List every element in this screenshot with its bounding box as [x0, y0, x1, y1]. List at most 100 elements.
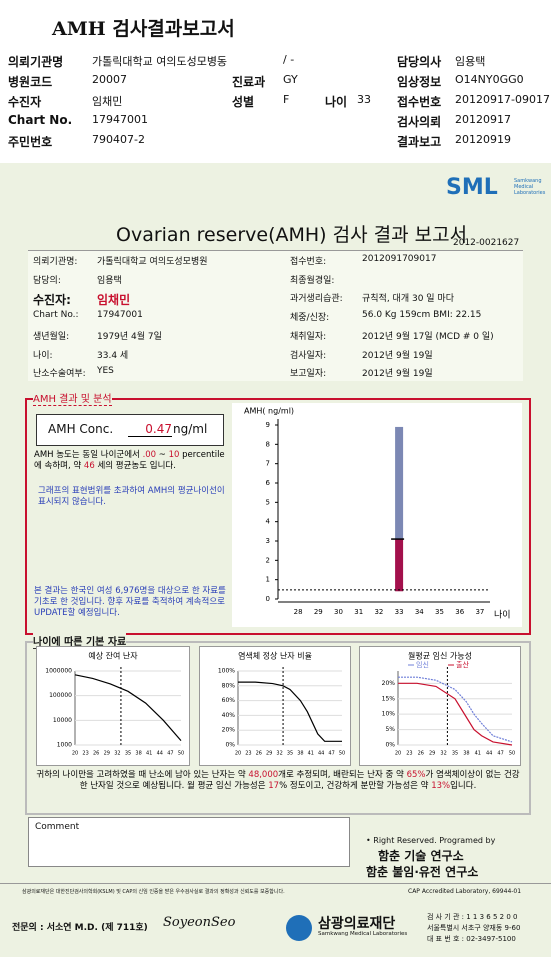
comment-label: Comment: [35, 822, 80, 832]
field-value: 가톨릭대학교 여의도성모병동: [92, 55, 228, 68]
amh-para2: 그래프의 표현범위를 초과하여 AMH의 평균나이선이 표시되지 않습니다.: [38, 486, 225, 507]
info-label: 접수번호:: [290, 257, 327, 267]
info-label: 난소수술여부:: [33, 369, 86, 380]
y-axis-label: AMH( ng/ml): [244, 407, 294, 416]
info-label: Chart No.:: [33, 310, 79, 321]
info-label: 수진자:: [33, 293, 71, 308]
series-line: [398, 682, 513, 746]
signature: SoyeonSeo: [163, 915, 236, 930]
x-tick-label: 28: [294, 608, 303, 616]
info-value: 17947001: [97, 310, 143, 321]
field-label: 임상정보: [397, 75, 442, 89]
x-tick-label: 32: [276, 751, 282, 757]
value: .00: [142, 450, 157, 460]
info-label: 검사일자:: [290, 350, 327, 361]
info-label: 담당의:: [33, 275, 61, 286]
y-tick-label: 5%: [385, 726, 395, 733]
series-line: [238, 681, 342, 742]
x-tick-label: 35: [287, 751, 293, 757]
info-value: 가톨릭대학교 여의도성모병원: [97, 257, 208, 267]
info-label: 생년월일:: [33, 331, 70, 342]
x-tick-label: 20: [395, 751, 401, 757]
conc-unit: ng/ml: [173, 422, 208, 436]
info-value: 임용택: [97, 275, 122, 286]
x-tick-label: 20: [72, 751, 78, 757]
x-tick-label: 23: [406, 751, 412, 757]
y-tick-label: 0%: [385, 742, 395, 749]
info-value: YES: [97, 366, 114, 377]
field-label: Chart No.: [8, 113, 73, 127]
footer-note: 삼광의료재단은 대한진단검사의학회(KSLM) 및 CAP의 신임 인증을 받은…: [22, 889, 285, 895]
conc-value: 0.47: [128, 422, 172, 437]
y-tick-label: 8: [266, 440, 270, 448]
info-value: 2012년 9월 17일 (MCD # 0 일): [362, 331, 494, 342]
y-tick-label: 100%: [218, 668, 235, 675]
field-value: 33: [357, 93, 371, 106]
logo-sub: Samkwang Medical Laboratories: [514, 178, 546, 196]
report-title: Ovarian reserve(AMH) 검사 결과 보고서: [116, 224, 468, 246]
x-tick-label: 29: [104, 751, 110, 757]
x-tick-label: 37: [475, 608, 484, 616]
amh-box: [25, 398, 531, 635]
field-label: 접수번호: [397, 95, 442, 109]
field-value: 17947001: [92, 113, 148, 126]
credit: 함춘 기술 연구소: [378, 849, 464, 863]
x-tick-label: 33: [395, 608, 404, 616]
field-label: 결과보고: [397, 135, 442, 149]
x-tick-label: 35: [435, 608, 444, 616]
field-value: 임채민: [92, 95, 123, 108]
text: % 정도이고, 건강하게 분만할 가능성은 약: [279, 781, 429, 791]
x-tick-label: 26: [418, 751, 424, 757]
x-tick-label: 47: [497, 751, 503, 757]
field-label: 성별: [232, 95, 255, 109]
x-tick-label: 30: [334, 608, 343, 616]
amh-para3: 본 결과는 한국인 여성 6,976명을 대상으로 한 자료를 기초로 한 것입…: [34, 586, 226, 618]
series-line: [398, 676, 513, 743]
x-tick-label: 44: [157, 751, 163, 757]
field-value: 20120917-09017: [455, 93, 550, 106]
amh-section-title: AMH 결과 및 분석: [33, 390, 112, 406]
x-tick-label: 44: [486, 751, 492, 757]
y-tick-label: 6: [266, 479, 271, 487]
text: 입니다.: [450, 781, 477, 791]
x-tick-label: 29: [314, 608, 323, 616]
x-tick-label: 50: [178, 751, 184, 757]
x-tick-label: 44: [318, 751, 324, 757]
conc-box: [36, 414, 224, 446]
credit: 함춘 불임·유전 연구소: [366, 865, 479, 879]
x-tick-label: 47: [328, 751, 334, 757]
x-tick-label: 41: [146, 751, 152, 757]
y-tick-label: 9: [266, 421, 270, 429]
y-tick-label: 5: [266, 498, 270, 506]
pregnancy-chart: 월평균 임신 가능성 0% 5% 10% 15% 20% 20 23 26 29 32 35 38 41 4…: [359, 646, 521, 766]
field-value: 20007: [92, 73, 127, 86]
info-label: 채취일자:: [290, 331, 327, 342]
y-tick-label: 4: [266, 518, 271, 526]
y-tick-label: 10%: [382, 711, 396, 718]
x-tick-label: 38: [463, 751, 469, 757]
doctor: 전문의 : 서소연 M.D. (제 711호): [12, 923, 148, 933]
range-bar: [395, 426, 404, 540]
y-tick-label: 2: [266, 556, 270, 564]
field-value: 790407-2: [92, 133, 145, 146]
field-label: 주민번호: [8, 135, 53, 149]
summary: 귀하의 나이만을 고려하였을 때 난소에 남아 있는 난자는 약 48,000개…: [36, 770, 520, 792]
org: 삼광의료재단: [318, 916, 396, 932]
text: ~: [158, 450, 166, 460]
basic-box: [25, 641, 531, 815]
field-label: 나이: [325, 95, 348, 109]
field-label: 수진자: [8, 95, 42, 109]
x-tick-label: 32: [440, 751, 446, 757]
doc-no: 2012-0021627: [453, 238, 520, 248]
chromosome-chart: 염색체 정상 난자 비율 0% 20% 40% 60% 80% 100% 20 23 26 29 32…: [199, 646, 351, 766]
info-panel: [28, 250, 523, 381]
cap: CAP Accredited Laboratory, 69944-01: [408, 888, 522, 895]
info-label: 보고일자:: [290, 369, 327, 380]
x-tick-label: 29: [429, 751, 435, 757]
field-label: 담당의사: [397, 55, 442, 69]
field-value: 20120917: [455, 113, 511, 126]
text: AMH 농도는 동일 나이군에서: [34, 450, 140, 460]
info-label: 체중/신장:: [290, 313, 330, 324]
info-value: 33.4 세: [97, 350, 129, 361]
